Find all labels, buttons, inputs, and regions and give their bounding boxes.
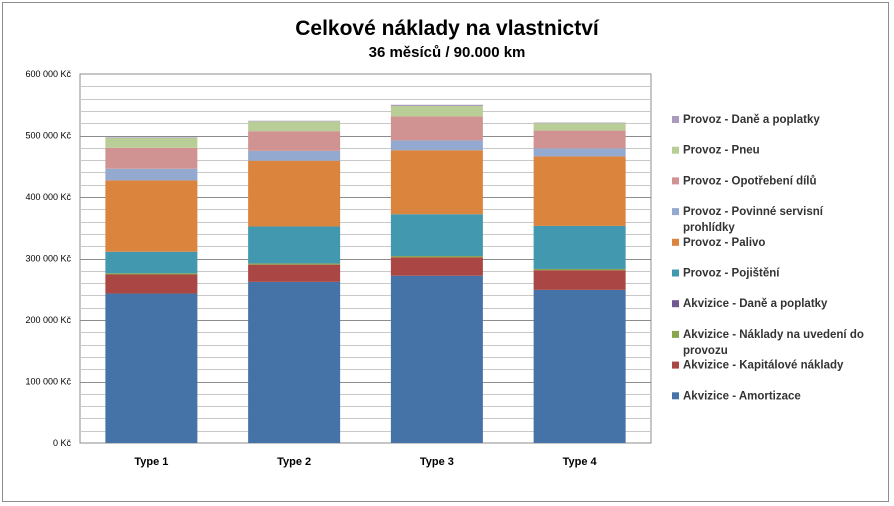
legend-label: Akvizice - Náklady na uvedení do provozu xyxy=(683,329,864,357)
bar-segment xyxy=(248,160,341,227)
bar-segment xyxy=(105,293,198,443)
bar-segment xyxy=(390,257,483,276)
bar-segment xyxy=(248,131,341,151)
legend-label: Akvizice - Daně a poplatky xyxy=(683,298,828,310)
legend-label: Provoz - Povinné servisní prohlídky xyxy=(683,206,824,234)
legend: Provoz - Daně a poplatky Provoz - Pneu Pro… xyxy=(672,114,864,402)
bar-segment xyxy=(533,148,626,157)
y-tick-label: 300 000 Kč xyxy=(25,254,71,264)
bar-segment xyxy=(105,147,198,169)
bar-segment xyxy=(390,104,483,106)
legend-swatch xyxy=(672,269,679,277)
bar-segment xyxy=(390,214,483,257)
bar-segment xyxy=(105,137,198,148)
bar-segment xyxy=(105,168,198,181)
x-tick-label: Type 1 xyxy=(134,456,168,468)
bar-segment xyxy=(105,180,198,252)
y-tick-label: 600 000 Kč xyxy=(25,69,71,79)
bar-segment xyxy=(105,273,198,275)
legend-label: Provoz - Opotřebení dílů xyxy=(683,175,817,187)
bar-segment xyxy=(105,251,198,274)
y-tick-label: 100 000 Kč xyxy=(25,377,71,387)
bar-segment xyxy=(533,122,626,124)
bar-segment xyxy=(248,121,341,132)
bar-segment xyxy=(248,263,341,265)
bar-segment xyxy=(105,137,198,138)
legend-label: Provoz - Pojištění xyxy=(683,268,780,280)
bar-segment xyxy=(390,275,483,443)
legend-swatch xyxy=(672,238,679,246)
x-tick-label: Type 4 xyxy=(563,456,598,468)
legend-label: Provoz - Pneu xyxy=(683,145,760,157)
y-tick-label: 400 000 Kč xyxy=(25,192,71,202)
y-tick-label: 500 000 Kč xyxy=(25,131,71,141)
bar-segment xyxy=(390,256,483,258)
bar-segment xyxy=(248,264,341,282)
axes: 0 Kč 100 000 Kč 200 000 Kč 300 000 Kč 400 00… xyxy=(25,69,597,468)
x-tick-label: Type 2 xyxy=(277,456,311,468)
bar-segment xyxy=(533,270,626,290)
legend-swatch xyxy=(672,300,679,308)
y-tick-label: 200 000 Kč xyxy=(25,315,71,325)
y-tick-label: 0 Kč xyxy=(53,438,72,448)
bar-segment xyxy=(248,226,341,264)
legend-label: Provoz - Palivo xyxy=(683,237,765,249)
chart-title: Celkové náklady na vlastnictví xyxy=(295,17,600,40)
legend-swatch xyxy=(672,146,679,154)
bar-segment xyxy=(533,156,626,226)
bar-segment xyxy=(533,130,626,149)
bar-segment xyxy=(533,289,626,443)
legend-swatch xyxy=(672,116,679,123)
legend-label: Provoz - Daně a poplatky xyxy=(683,114,820,126)
legend-swatch xyxy=(672,208,679,216)
legend-label: Akvizice - Kapitálové náklady xyxy=(683,360,844,372)
bars xyxy=(105,104,626,443)
bar-segment xyxy=(390,140,483,151)
bar-segment xyxy=(533,123,626,131)
bar-segment xyxy=(248,150,341,161)
x-tick-label: Type 3 xyxy=(420,456,454,468)
bar-segment xyxy=(248,120,341,122)
bar-segment xyxy=(390,150,483,215)
bar-segment xyxy=(390,105,483,117)
legend-swatch xyxy=(672,361,679,369)
legend-swatch xyxy=(672,177,679,185)
bar-segment xyxy=(248,281,341,443)
bar-segment xyxy=(105,274,198,294)
bar-segment xyxy=(533,225,626,269)
legend-label: Akvizice - Amortizace xyxy=(683,390,801,402)
chart-subtitle: 36 měsíců / 90.000 km xyxy=(369,44,526,61)
legend-swatch xyxy=(672,392,679,400)
legend-swatch xyxy=(672,330,679,338)
bar-segment xyxy=(533,268,626,271)
bar-segment xyxy=(390,116,483,141)
